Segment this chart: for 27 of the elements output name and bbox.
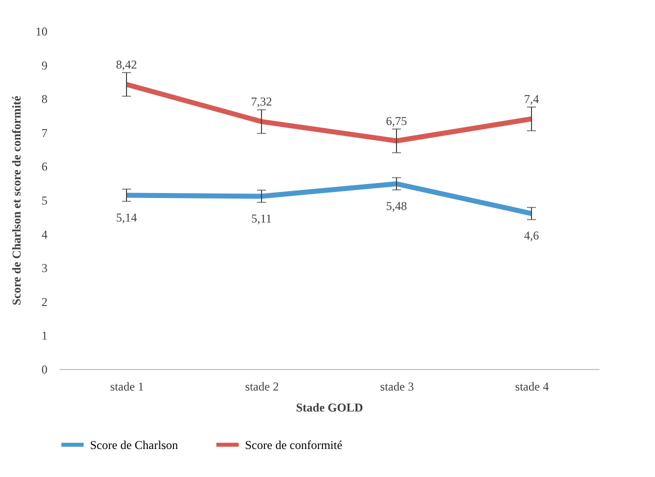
data-label: 5,48	[386, 198, 407, 213]
x-tick-label: stade 4	[515, 380, 549, 394]
y-tick-label: 7	[42, 126, 48, 140]
data-label: 7,4	[524, 92, 539, 106]
y-tick-label: 5	[42, 194, 48, 208]
data-label: 5,11	[251, 211, 272, 226]
y-tick-label: 3	[42, 261, 48, 276]
data-label: 6,75	[386, 114, 407, 128]
data-label: 7,32	[251, 94, 272, 109]
x-tick-label: stade 2	[245, 380, 279, 394]
y-tick-label: 6	[42, 160, 48, 174]
data-label: 4,6	[524, 228, 539, 243]
x-tick-label: stade 1	[110, 380, 144, 394]
y-tick-label: 8	[42, 92, 48, 106]
legend-label: Score de conformité	[245, 438, 342, 452]
x-tick-label: stade 3	[380, 380, 414, 394]
y-tick-label: 2	[42, 294, 48, 309]
y-axis-title: Score de Charlson et score de conformité	[10, 95, 24, 306]
x-axis-title: Stade GOLD	[296, 400, 364, 414]
y-tick-label: 4	[42, 227, 48, 242]
legend-label: Score de Charlson	[90, 438, 178, 452]
y-tick-label: 1	[42, 328, 48, 343]
y-tick-label: 0	[42, 362, 48, 376]
data-label: 8,42	[116, 57, 137, 72]
y-tick-label: 9	[42, 58, 48, 72]
data-label: 5,14	[116, 210, 137, 224]
y-tick-label: 10	[36, 24, 48, 38]
